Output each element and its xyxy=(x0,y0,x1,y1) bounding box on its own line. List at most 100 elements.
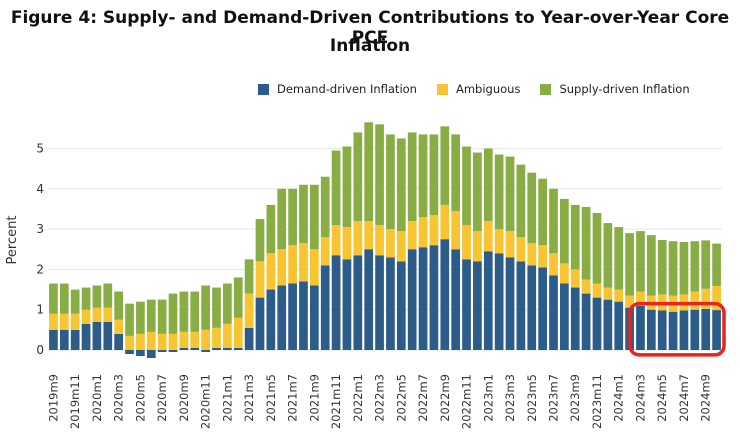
bar-segment-supply xyxy=(288,188,297,246)
bar-segment-ambiguous xyxy=(516,237,526,262)
bar-segment-demand xyxy=(299,281,308,350)
bar-segment-ambiguous xyxy=(581,279,591,294)
bar-segment-demand xyxy=(614,301,624,350)
x-tick-label: 2023m5 xyxy=(525,374,539,422)
bar-segment-ambiguous xyxy=(386,229,395,258)
bar-segment-ambiguous xyxy=(712,285,721,311)
bar-segment-supply xyxy=(342,146,352,228)
bar-segment-ambiguous xyxy=(277,249,287,286)
bar-segment-supply xyxy=(331,150,341,226)
bar-segment-ambiguous xyxy=(255,261,265,298)
bar-segment-ambiguous xyxy=(603,287,613,300)
bar-segment-demand xyxy=(527,265,537,350)
bar-segment-ambiguous xyxy=(418,217,428,248)
bar-segment-ambiguous xyxy=(266,253,276,290)
x-tick-label: 2021m11 xyxy=(329,374,343,429)
x-tick-labels: 2019m9 2019m11 2020m1 2020m3 2020m5 2020m7 202… xyxy=(46,374,712,429)
bar-segment-ambiguous xyxy=(125,335,134,350)
bar-segment-demand xyxy=(212,347,221,350)
bar-segment-supply xyxy=(407,132,417,222)
bar-segment-supply xyxy=(451,134,461,211)
bar-segment-demand xyxy=(505,257,515,350)
bar-segment-demand xyxy=(288,283,297,350)
bar-segment-demand xyxy=(560,283,569,350)
bar-segment-ambiguous xyxy=(223,323,232,348)
bar-segment-supply xyxy=(146,299,156,332)
bar-segment-ambiguous xyxy=(114,319,124,334)
bar-segment-ambiguous xyxy=(483,221,493,252)
bar-segment-ambiguous xyxy=(179,331,189,348)
x-tick-label: 2020m11 xyxy=(199,374,213,429)
bar-segment-demand xyxy=(342,259,352,350)
bar-segment-ambiguous xyxy=(103,307,113,322)
bar-segment-supply xyxy=(201,285,210,330)
x-tick-label: 2022m11 xyxy=(460,374,474,429)
bar-segment-supply xyxy=(505,156,515,232)
x-tick-label: 2022m9 xyxy=(438,374,452,422)
bar-segment-ambiguous xyxy=(136,333,145,350)
bar-segment-demand xyxy=(114,333,124,350)
bar-segment-ambiguous xyxy=(168,333,178,350)
bar-segment-demand xyxy=(255,297,265,350)
bar-segment-ambiguous xyxy=(625,295,634,308)
bar-segment-supply xyxy=(690,241,700,292)
x-tick-label: 2020m1 xyxy=(90,374,104,422)
bar-segment-ambiguous xyxy=(440,204,450,240)
bar-segment-demand xyxy=(407,249,417,350)
bar-segment-supply xyxy=(679,242,689,295)
bar-segment-demand xyxy=(657,310,667,350)
bar-segment-ambiguous xyxy=(462,225,471,260)
bar-segment-ambiguous xyxy=(505,231,515,258)
bar-segment-demand xyxy=(603,299,613,351)
bar-segment-demand xyxy=(636,305,645,350)
x-tick-label: 2021m3 xyxy=(242,374,256,422)
bar-segment-demand xyxy=(190,347,200,350)
bar-segment-supply xyxy=(136,301,145,334)
bar-segment-demand xyxy=(570,287,580,350)
x-tick-label: 2023m3 xyxy=(503,374,517,422)
bar-segment-demand xyxy=(146,350,156,359)
bar-segment-demand xyxy=(320,265,330,350)
bar-segment-supply xyxy=(309,184,319,250)
bar-segment-supply xyxy=(233,277,243,318)
bar-segment-demand xyxy=(353,255,363,350)
bar-segment-supply xyxy=(266,204,276,254)
bar-segment-ambiguous xyxy=(592,283,602,298)
bar-segment-demand xyxy=(549,275,558,350)
bar-segment-demand xyxy=(712,310,721,350)
bar-segment-demand xyxy=(49,329,58,350)
bar-segment-ambiguous xyxy=(407,221,417,250)
bar-segment-ambiguous xyxy=(190,331,200,348)
bar-segment-demand xyxy=(668,311,678,350)
bar-segment-supply xyxy=(560,198,569,264)
bar-segment-demand xyxy=(266,289,276,350)
bar-segment-ambiguous xyxy=(309,249,319,286)
bar-segment-ambiguous xyxy=(92,307,102,322)
bar-segment-supply xyxy=(277,188,287,250)
bar-segment-demand xyxy=(440,239,450,350)
x-tick-label: 2022m5 xyxy=(394,374,408,422)
bar-segment-ambiguous xyxy=(636,291,645,306)
bar-segment-supply xyxy=(462,146,471,226)
x-tick-label: 2024m9 xyxy=(699,374,713,422)
y-tick-label: 3 xyxy=(36,222,44,236)
bar-segment-ambiguous xyxy=(690,291,700,310)
bar-segment-supply xyxy=(353,132,363,222)
bar-segment-supply xyxy=(157,299,167,334)
x-tick-label: 2022m7 xyxy=(416,374,430,422)
y-tick-labels: 0 1 2 3 4 5 xyxy=(36,142,44,358)
bar-segment-demand xyxy=(136,350,145,357)
bar-segment-supply xyxy=(59,283,69,314)
bar-segment-demand xyxy=(451,249,461,350)
bar-segment-ambiguous xyxy=(146,331,156,350)
bar-segment-supply xyxy=(483,148,493,222)
bar-segment-supply xyxy=(320,176,330,238)
bar-segment-demand xyxy=(233,347,243,350)
bar-segment-supply xyxy=(527,172,537,244)
bar-segment-supply xyxy=(581,206,591,280)
x-tick-label: 2019m11 xyxy=(68,374,82,429)
bar-segment-ambiguous xyxy=(538,245,547,268)
bar-segment-supply xyxy=(212,287,221,328)
bar-segment-supply xyxy=(701,240,711,289)
bar-segment-ambiguous xyxy=(320,237,330,266)
